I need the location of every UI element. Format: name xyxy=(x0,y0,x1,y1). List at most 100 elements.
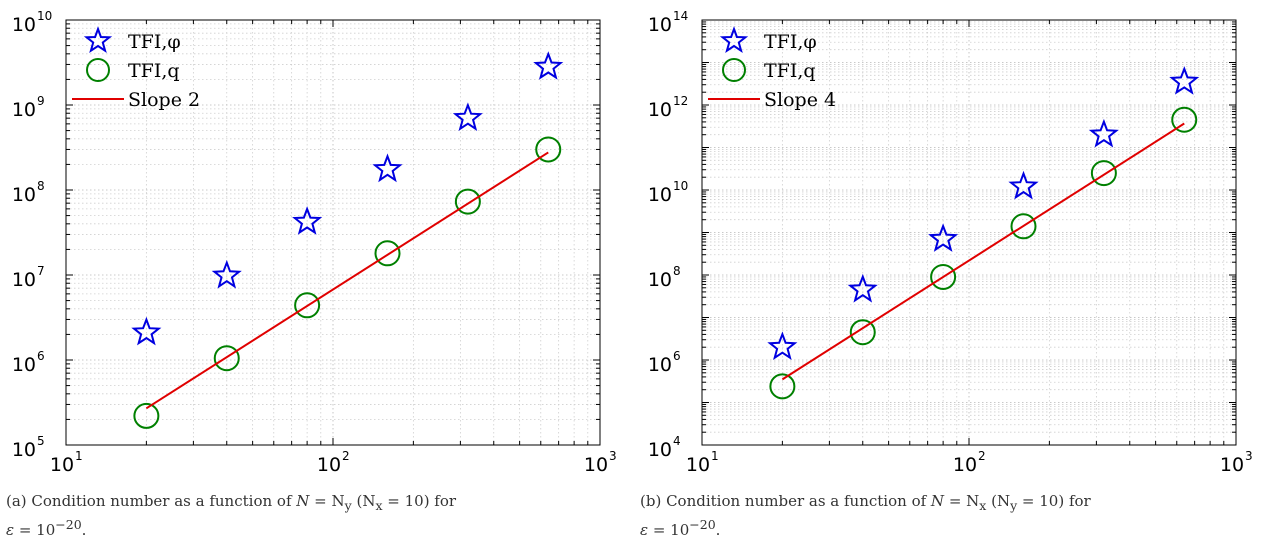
chart-b-y-tick-label: 10 xyxy=(648,184,672,206)
chart-a-y-tick-label: 10 xyxy=(12,14,36,36)
chart-b-slope-line xyxy=(781,122,1185,381)
caption-a-prefix: (a) Condition number as a function of xyxy=(6,492,297,510)
chart-a-x-tick-exponent: 1 xyxy=(75,449,83,463)
chart-b-y-tick-exponent: 10 xyxy=(673,179,688,193)
chart-a-circle-point xyxy=(133,402,160,429)
caption-b-sub-paren: y xyxy=(1010,498,1018,513)
caption-a-end: . xyxy=(81,521,87,539)
caption-a-sub-paren: x xyxy=(375,498,383,513)
chart-b-legend: TFI,φ TFI,q Slope 4 xyxy=(708,26,836,111)
chart-a-y-tick-exponent: 10 xyxy=(37,9,52,23)
chart-a-star-point xyxy=(372,153,403,183)
chart-a-circle-point xyxy=(294,292,321,319)
chart-a-legend-circle xyxy=(86,58,110,82)
chart-b-y-tick-exponent: 14 xyxy=(673,9,688,23)
chart-a-x-tick-label: 10 xyxy=(584,454,608,476)
caption-a-eps: ε xyxy=(6,521,15,539)
caption-b-paren-eq: = 10) for xyxy=(1017,492,1091,510)
caption-a: (a) Condition number as a function of N … xyxy=(6,492,636,540)
chart-b-legend-circle xyxy=(722,58,746,82)
chart-b-y-tick-label: 10 xyxy=(648,99,672,121)
chart-b-series-circle xyxy=(769,106,1198,400)
chart-b-x-tick-label: 10 xyxy=(686,454,710,476)
caption-b-nsym: N xyxy=(966,492,980,510)
caption-b-n: N xyxy=(930,492,945,510)
chart-a-x-tick-exponent: 2 xyxy=(342,449,350,463)
chart-b-series-star xyxy=(767,66,1200,360)
chart-b-x-tick-label: 10 xyxy=(1220,454,1244,476)
caption-b-nsym2: N xyxy=(996,492,1011,510)
chart-b-y-tick-label: 10 xyxy=(648,14,672,36)
caption-b-prefix: (b) Condition number as a function of xyxy=(640,492,931,510)
chart-a-legend-label: TFI,q xyxy=(128,60,180,82)
caption-a-paren-eq: = 10) for xyxy=(382,492,457,510)
chart-b-y-tick-label: 10 xyxy=(648,354,672,376)
caption-a-eps-exp: −20 xyxy=(55,517,82,532)
chart-b-y-tick-exponent: 4 xyxy=(673,434,681,448)
chart-a-y-tick-label: 10 xyxy=(12,354,36,376)
chart-a-y-tick-label: 10 xyxy=(12,269,36,291)
chart-a-x-tick-label: 10 xyxy=(50,454,74,476)
chart-a-circle-point xyxy=(454,188,481,215)
chart-b-x-tick-exponent: 1 xyxy=(711,449,719,463)
chart-b-star-point xyxy=(1088,118,1119,148)
chart-b-star-point xyxy=(928,223,959,252)
caption-b-sub: x xyxy=(979,498,987,513)
chart-a-grid xyxy=(66,20,600,445)
chart-b-y-tick-label: 10 xyxy=(648,439,672,461)
chart-b-star-point xyxy=(1008,170,1039,200)
chart-a-y-tick-label: 10 xyxy=(12,184,36,206)
chart-a-star-point xyxy=(211,259,242,289)
chart-b-x-tick-label: 10 xyxy=(953,454,977,476)
chart-b-star-point xyxy=(847,273,878,303)
caption-b-eps: ε xyxy=(640,521,649,539)
chart-b-y-tick-exponent: 6 xyxy=(673,349,681,363)
chart-b-circle-point xyxy=(849,319,876,346)
chart-b-x-tick-exponent: 3 xyxy=(1245,449,1253,463)
chart-a: 10 1 10 2 10 310 510 610 710 810 910 10TFI,φTFI,qSl… xyxy=(12,9,617,476)
chart-b-legend-label: TFI,q xyxy=(764,60,816,82)
caption-a-paren-open: ( xyxy=(351,492,363,510)
chart-a-legend: TFI,φ TFI,q Slope 2 xyxy=(72,26,200,111)
chart-a-slope-line xyxy=(145,151,549,410)
chart-b-y-tick-exponent: 12 xyxy=(673,94,688,108)
chart-a-star-point xyxy=(292,206,323,235)
chart-a-y-tick-exponent: 8 xyxy=(37,179,45,193)
chart-a-y-tick-label: 10 xyxy=(12,99,36,121)
chart-a-y-tick-exponent: 9 xyxy=(37,94,45,108)
chart-b-legend-label: Slope 4 xyxy=(764,89,836,111)
chart-a-y-tick-exponent: 5 xyxy=(37,434,45,448)
chart-b-circle-point xyxy=(769,373,796,400)
chart-a-x-tick-label: 10 xyxy=(317,454,341,476)
chart-b-circle-point xyxy=(930,263,957,290)
chart-a-star-point xyxy=(131,316,162,346)
chart-b-ticks xyxy=(701,19,1237,446)
chart-a-series-star xyxy=(131,51,564,346)
chart-a-y-tick-exponent: 7 xyxy=(37,264,45,278)
chart-b-y-tick-exponent: 8 xyxy=(673,264,681,278)
caption-a-eq: = xyxy=(309,492,332,510)
chart-a-star-point xyxy=(452,102,483,131)
chart-a-series-circle xyxy=(133,136,562,429)
caption-a-eps-eq: = 10 xyxy=(14,521,56,539)
caption-b-eps-eq: = 10 xyxy=(648,521,690,539)
chart-b-x-tick-exponent: 2 xyxy=(978,449,986,463)
caption-b-end: . xyxy=(715,521,721,539)
chart-a-star-point xyxy=(533,51,564,80)
caption-b: (b) Condition number as a function of N … xyxy=(640,492,1270,540)
chart-b-circle-point xyxy=(1171,106,1198,133)
chart-a-circle-point xyxy=(374,240,401,267)
chart-a-series-line xyxy=(145,151,549,410)
chart-b-star-point xyxy=(767,331,798,360)
chart-a-y-tick-label: 10 xyxy=(12,439,36,461)
chart-a-circle-point xyxy=(213,345,240,372)
chart-b-legend-label: TFI,φ xyxy=(764,31,817,53)
caption-a-nsym: N xyxy=(331,492,345,510)
caption-a-sub: y xyxy=(344,498,352,513)
chart-b-legend-star xyxy=(719,26,749,54)
chart-b-circle-point xyxy=(1090,160,1117,187)
caption-b-eq: = xyxy=(944,492,967,510)
chart-b-circle-point xyxy=(1010,213,1037,240)
chart-b-series-line xyxy=(781,122,1185,381)
